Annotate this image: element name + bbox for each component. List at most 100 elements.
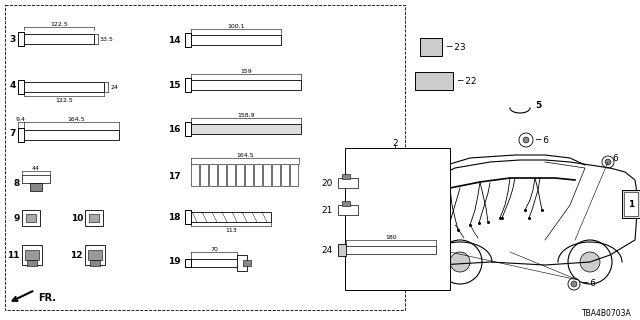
Bar	[191, 35, 281, 45]
Bar	[18, 32, 24, 46]
Text: ─ 22: ─ 22	[457, 76, 477, 85]
Text: 70: 70	[210, 246, 218, 252]
Text: 164.5: 164.5	[68, 116, 85, 122]
Text: 7: 7	[10, 129, 16, 138]
Bar	[191, 80, 301, 90]
Bar	[415, 72, 453, 90]
Circle shape	[568, 278, 580, 290]
Bar	[30, 183, 42, 191]
Text: 33.5: 33.5	[100, 36, 114, 42]
Text: 24: 24	[110, 84, 118, 90]
Text: 20: 20	[322, 179, 333, 188]
Bar	[342, 174, 350, 179]
Text: 3: 3	[10, 35, 16, 44]
Bar	[254, 164, 262, 186]
Text: 12: 12	[70, 251, 83, 260]
Text: 9: 9	[13, 213, 20, 222]
Bar	[27, 260, 37, 266]
Bar	[85, 210, 103, 226]
Bar	[338, 205, 358, 215]
Circle shape	[519, 133, 533, 147]
Text: 17: 17	[168, 172, 181, 180]
Bar	[281, 164, 289, 186]
Bar	[18, 128, 24, 142]
Bar	[245, 164, 253, 186]
Text: 100.1: 100.1	[227, 23, 244, 28]
Text: 24: 24	[322, 245, 333, 254]
Bar	[290, 164, 298, 186]
Circle shape	[438, 240, 482, 284]
Text: 44: 44	[32, 165, 40, 171]
Bar	[89, 214, 99, 222]
Bar	[338, 244, 346, 256]
Text: 122.5: 122.5	[55, 98, 73, 102]
Bar	[263, 164, 271, 186]
Text: 15: 15	[168, 81, 181, 90]
Bar	[338, 178, 358, 188]
Text: 21: 21	[322, 205, 333, 214]
Bar	[191, 124, 301, 134]
Text: 10: 10	[70, 213, 83, 222]
Circle shape	[568, 240, 612, 284]
Text: 8: 8	[13, 179, 20, 188]
Bar	[185, 33, 191, 47]
Text: ─ 6: ─ 6	[535, 135, 549, 145]
Bar	[272, 164, 280, 186]
Bar	[218, 164, 226, 186]
Circle shape	[571, 281, 577, 287]
Bar	[90, 260, 100, 266]
Bar	[25, 250, 39, 260]
Text: 9.4: 9.4	[16, 116, 26, 122]
Text: FR.: FR.	[38, 293, 56, 303]
Bar	[185, 78, 191, 92]
Text: 159: 159	[240, 68, 252, 74]
Bar	[342, 201, 350, 206]
Text: 19: 19	[168, 258, 181, 267]
Text: 158.9: 158.9	[237, 113, 255, 117]
Bar	[200, 164, 208, 186]
Bar	[22, 245, 42, 265]
Bar	[18, 80, 24, 94]
Bar	[191, 164, 199, 186]
Bar	[227, 164, 235, 186]
Text: 122.5: 122.5	[50, 21, 68, 27]
Bar	[22, 175, 50, 183]
Circle shape	[523, 137, 529, 143]
Text: 6: 6	[612, 154, 618, 163]
Circle shape	[602, 156, 614, 168]
Bar	[26, 214, 36, 222]
Text: ─ 6: ─ 6	[582, 279, 596, 289]
Bar	[346, 246, 436, 254]
Bar	[209, 164, 217, 186]
Text: 16: 16	[168, 124, 181, 133]
Bar	[345, 148, 450, 290]
Circle shape	[605, 159, 611, 165]
Text: 4: 4	[10, 81, 16, 90]
Text: 5: 5	[535, 100, 541, 109]
Bar	[191, 212, 271, 222]
Circle shape	[580, 252, 600, 272]
Bar	[624, 192, 638, 216]
Bar	[185, 259, 191, 267]
Bar	[22, 210, 40, 226]
Text: ─ 23: ─ 23	[446, 43, 466, 52]
Text: 164.5: 164.5	[236, 153, 254, 157]
Text: 113: 113	[225, 228, 237, 233]
Bar	[185, 122, 191, 136]
Bar	[243, 260, 251, 266]
Text: 2: 2	[392, 139, 398, 148]
Text: 18: 18	[168, 212, 181, 221]
Bar	[5, 5, 405, 310]
Text: 1: 1	[628, 199, 634, 209]
Bar	[236, 164, 244, 186]
Bar	[420, 38, 442, 56]
Bar	[24, 34, 94, 44]
Bar	[185, 210, 191, 224]
Text: 14: 14	[168, 36, 181, 44]
Text: TBA4B0703A: TBA4B0703A	[582, 308, 632, 317]
Circle shape	[450, 252, 470, 272]
Bar	[24, 130, 119, 140]
Bar	[24, 82, 104, 92]
Bar	[85, 245, 105, 265]
Bar	[622, 190, 640, 218]
